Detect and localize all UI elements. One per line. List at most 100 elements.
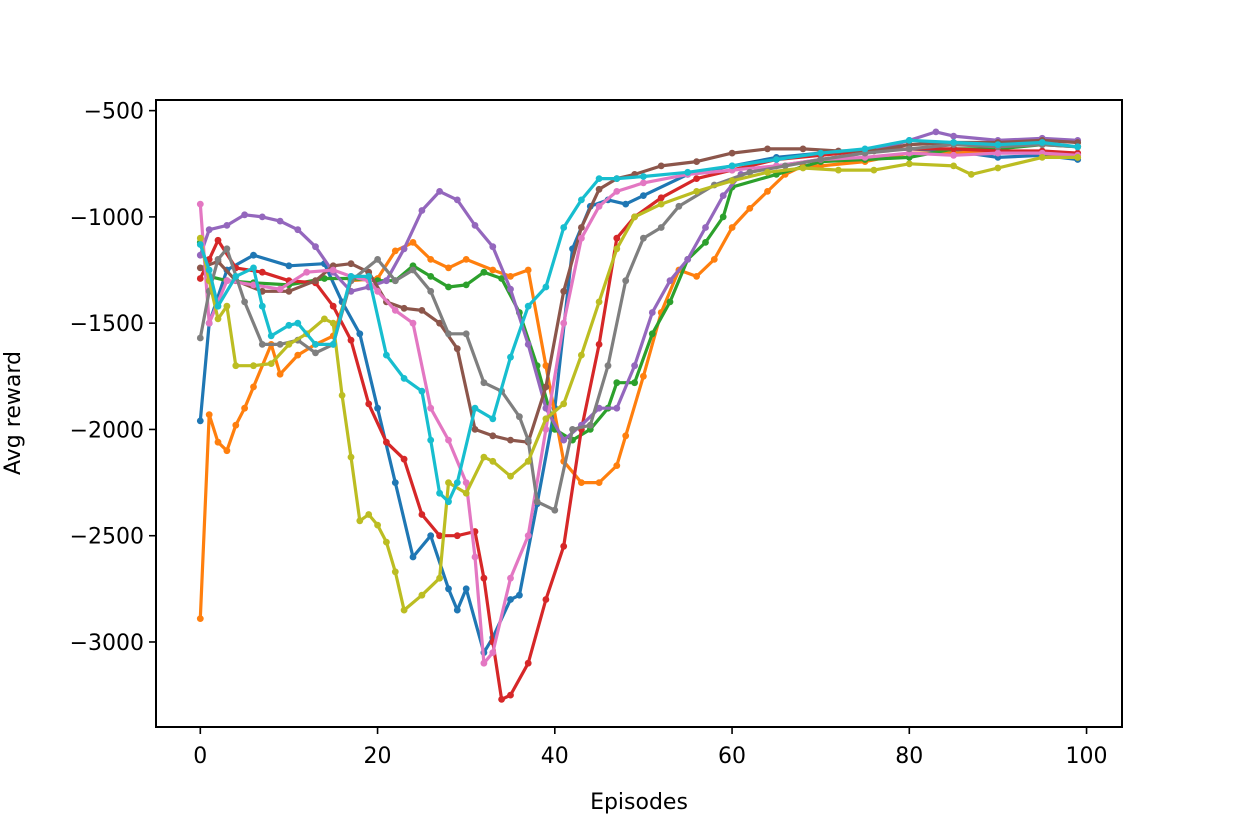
series-10-point — [365, 273, 373, 280]
x-tick-label: 0 — [193, 744, 207, 769]
series-10-point — [905, 137, 913, 144]
series-3-point — [719, 213, 727, 221]
series-7-point — [223, 277, 231, 285]
series-10 — [196, 137, 1082, 506]
series-1-point — [445, 585, 452, 593]
series-6-point — [657, 162, 665, 170]
series-10-point — [994, 141, 1002, 149]
series-9-point — [400, 606, 408, 614]
series-4-point — [436, 532, 443, 540]
series-2-point — [764, 188, 771, 195]
series-8-point — [480, 379, 488, 387]
series-9-point — [994, 164, 1002, 172]
series-4-point — [480, 574, 488, 582]
series-10-point — [427, 436, 435, 444]
series-7-point — [471, 553, 479, 561]
series-2-point — [507, 273, 514, 280]
series-5-point — [471, 222, 479, 229]
series-9-point — [764, 168, 771, 176]
series-9-point — [347, 453, 355, 461]
series-1-point — [427, 532, 435, 540]
series-10-point — [214, 302, 222, 310]
series-9-point — [542, 415, 550, 423]
series-4-point — [613, 234, 621, 242]
series-10-point — [347, 273, 355, 280]
series-4-point — [347, 336, 355, 344]
series-6-point — [489, 432, 497, 440]
series-9-point — [214, 315, 222, 323]
series-5-point — [436, 188, 443, 195]
series-1-point — [250, 251, 257, 259]
series-10-point — [578, 196, 585, 204]
series-8-point — [604, 362, 612, 370]
series-10-point — [640, 173, 647, 180]
series-10-point — [383, 351, 390, 359]
series-8-point — [276, 341, 284, 348]
series-10-point — [817, 149, 825, 157]
series-10-point — [329, 341, 337, 348]
series-9-point — [657, 200, 665, 208]
series-5-point — [560, 436, 568, 444]
series-6-point — [400, 304, 408, 312]
series-9-point — [1038, 154, 1046, 161]
series-8-point — [533, 498, 541, 506]
series-8-point — [391, 277, 399, 285]
series-8-point — [675, 202, 683, 210]
series-4-point — [383, 438, 390, 446]
series-9-point — [631, 213, 638, 221]
series-10-point — [258, 302, 266, 310]
series-10-point — [250, 264, 257, 272]
series-7-point — [640, 179, 647, 187]
series-8-point — [524, 436, 532, 444]
series-7-point — [489, 649, 497, 656]
series-5-point — [631, 362, 638, 370]
series-1-point — [196, 417, 204, 425]
series-6-point — [799, 145, 807, 153]
series-6-point — [764, 145, 771, 153]
series-7-point — [196, 200, 204, 208]
series-6-point — [693, 158, 700, 166]
series-3-point — [702, 239, 709, 246]
series-7-point — [994, 149, 1002, 157]
series-6-point — [418, 307, 426, 314]
series-6-point — [595, 185, 603, 193]
series-7-point — [427, 404, 435, 412]
series-7-point — [613, 188, 621, 195]
series-1-point — [462, 585, 470, 593]
series-10-point — [418, 387, 426, 395]
series-9-point — [489, 457, 497, 465]
series-9 — [196, 154, 1082, 614]
series-8-point — [427, 287, 435, 295]
series-8-point — [374, 256, 381, 263]
series-3-point — [480, 268, 488, 276]
series-6-point — [542, 383, 550, 391]
series-2-point — [710, 256, 718, 263]
series-9-point — [728, 177, 736, 185]
series-4-point — [214, 236, 222, 244]
series-5-point — [613, 404, 621, 412]
series-2-point — [409, 239, 417, 246]
series-3-point — [631, 379, 638, 387]
series-10-point — [684, 168, 692, 176]
series-7-point — [524, 532, 532, 540]
series-9-point — [267, 360, 275, 367]
series-9-point — [356, 517, 364, 525]
series-1-point — [640, 192, 647, 200]
x-tick-label: 60 — [718, 744, 746, 769]
series-9-point — [905, 160, 913, 168]
series-2-point — [693, 273, 700, 280]
series-6-point — [560, 287, 568, 295]
series-9-point — [250, 362, 257, 370]
series-8-point — [258, 341, 266, 348]
series-9-point — [595, 298, 603, 306]
y-tick-label: −500 — [84, 100, 144, 125]
x-tick-label: 100 — [1066, 744, 1108, 769]
series-10-point — [205, 266, 213, 274]
series-6-point — [312, 277, 319, 285]
series-3-point — [498, 275, 505, 282]
series-3-point — [666, 298, 674, 306]
series-2-point — [746, 205, 754, 212]
series-4-point — [196, 275, 204, 282]
series-8-point — [586, 421, 594, 429]
series-7-point — [391, 307, 399, 314]
